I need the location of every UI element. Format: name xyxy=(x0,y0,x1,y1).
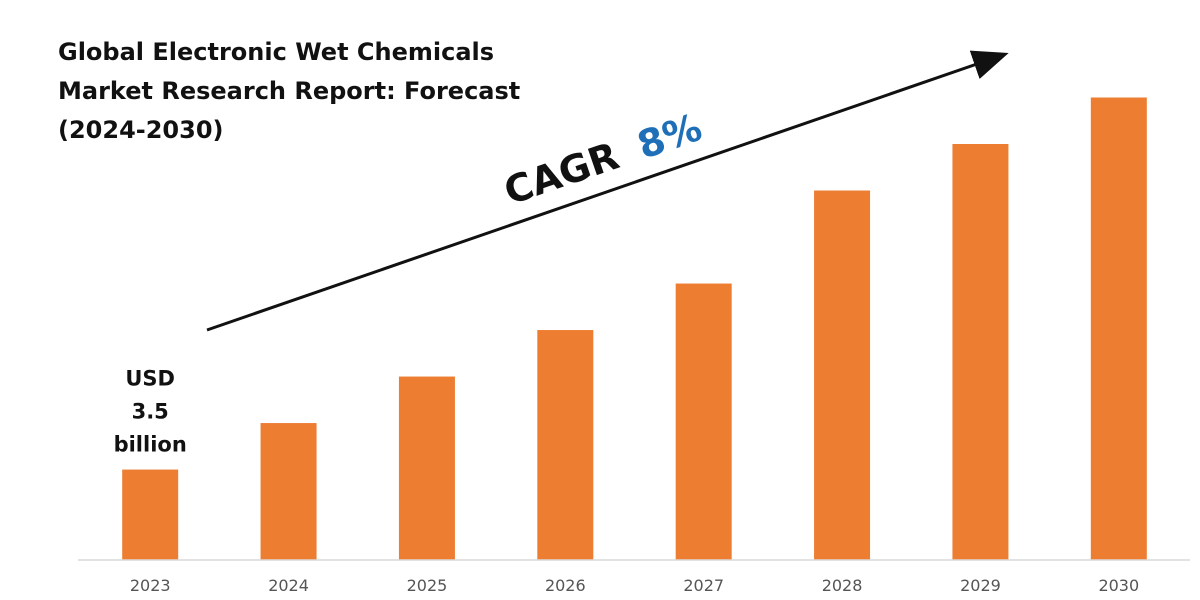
x-tick-label-2029: 2029 xyxy=(960,576,1001,595)
x-tick-label-2028: 2028 xyxy=(822,576,863,595)
bar-2024 xyxy=(260,423,317,560)
bar-2029 xyxy=(952,144,1009,560)
data-label-2023: USD 3.5 billion xyxy=(114,367,187,457)
chart-title-line-3: (2024-2030) xyxy=(58,116,224,144)
x-axis-tick-labels: 2023 2024 2025 2026 2027 2028 2029 2030 xyxy=(130,576,1139,595)
x-tick-label-2024: 2024 xyxy=(268,576,309,595)
bar-2026 xyxy=(537,330,594,560)
bar-2027 xyxy=(675,283,732,560)
cagr-text: CAGR 8% xyxy=(499,105,708,214)
cagr-annotation: CAGR 8% xyxy=(499,105,708,214)
data-label-2023-line-3: billion xyxy=(114,433,187,457)
bar-2023 xyxy=(122,469,179,560)
x-tick-label-2025: 2025 xyxy=(407,576,448,595)
bar-2028 xyxy=(814,190,871,560)
data-labels: USD 3.5 billion xyxy=(114,367,187,457)
x-tick-label-2027: 2027 xyxy=(683,576,724,595)
x-tick-label-2026: 2026 xyxy=(545,576,586,595)
x-tick-label-2023: 2023 xyxy=(130,576,171,595)
chart-title-line-2: Market Research Report: Forecast xyxy=(58,77,520,105)
growth-arrow xyxy=(206,50,1009,332)
data-label-2023-line-1: USD xyxy=(125,367,175,391)
x-tick-label-2030: 2030 xyxy=(1098,576,1139,595)
bar-2025 xyxy=(398,376,455,560)
bars-layer xyxy=(122,97,1147,560)
data-label-2023-line-2: 3.5 xyxy=(132,400,169,424)
bar-2030 xyxy=(1090,97,1147,560)
chart-title-line-1: Global Electronic Wet Chemicals xyxy=(58,38,494,66)
cagr-value: 8% xyxy=(632,105,707,168)
cagr-label: CAGR xyxy=(499,134,625,214)
